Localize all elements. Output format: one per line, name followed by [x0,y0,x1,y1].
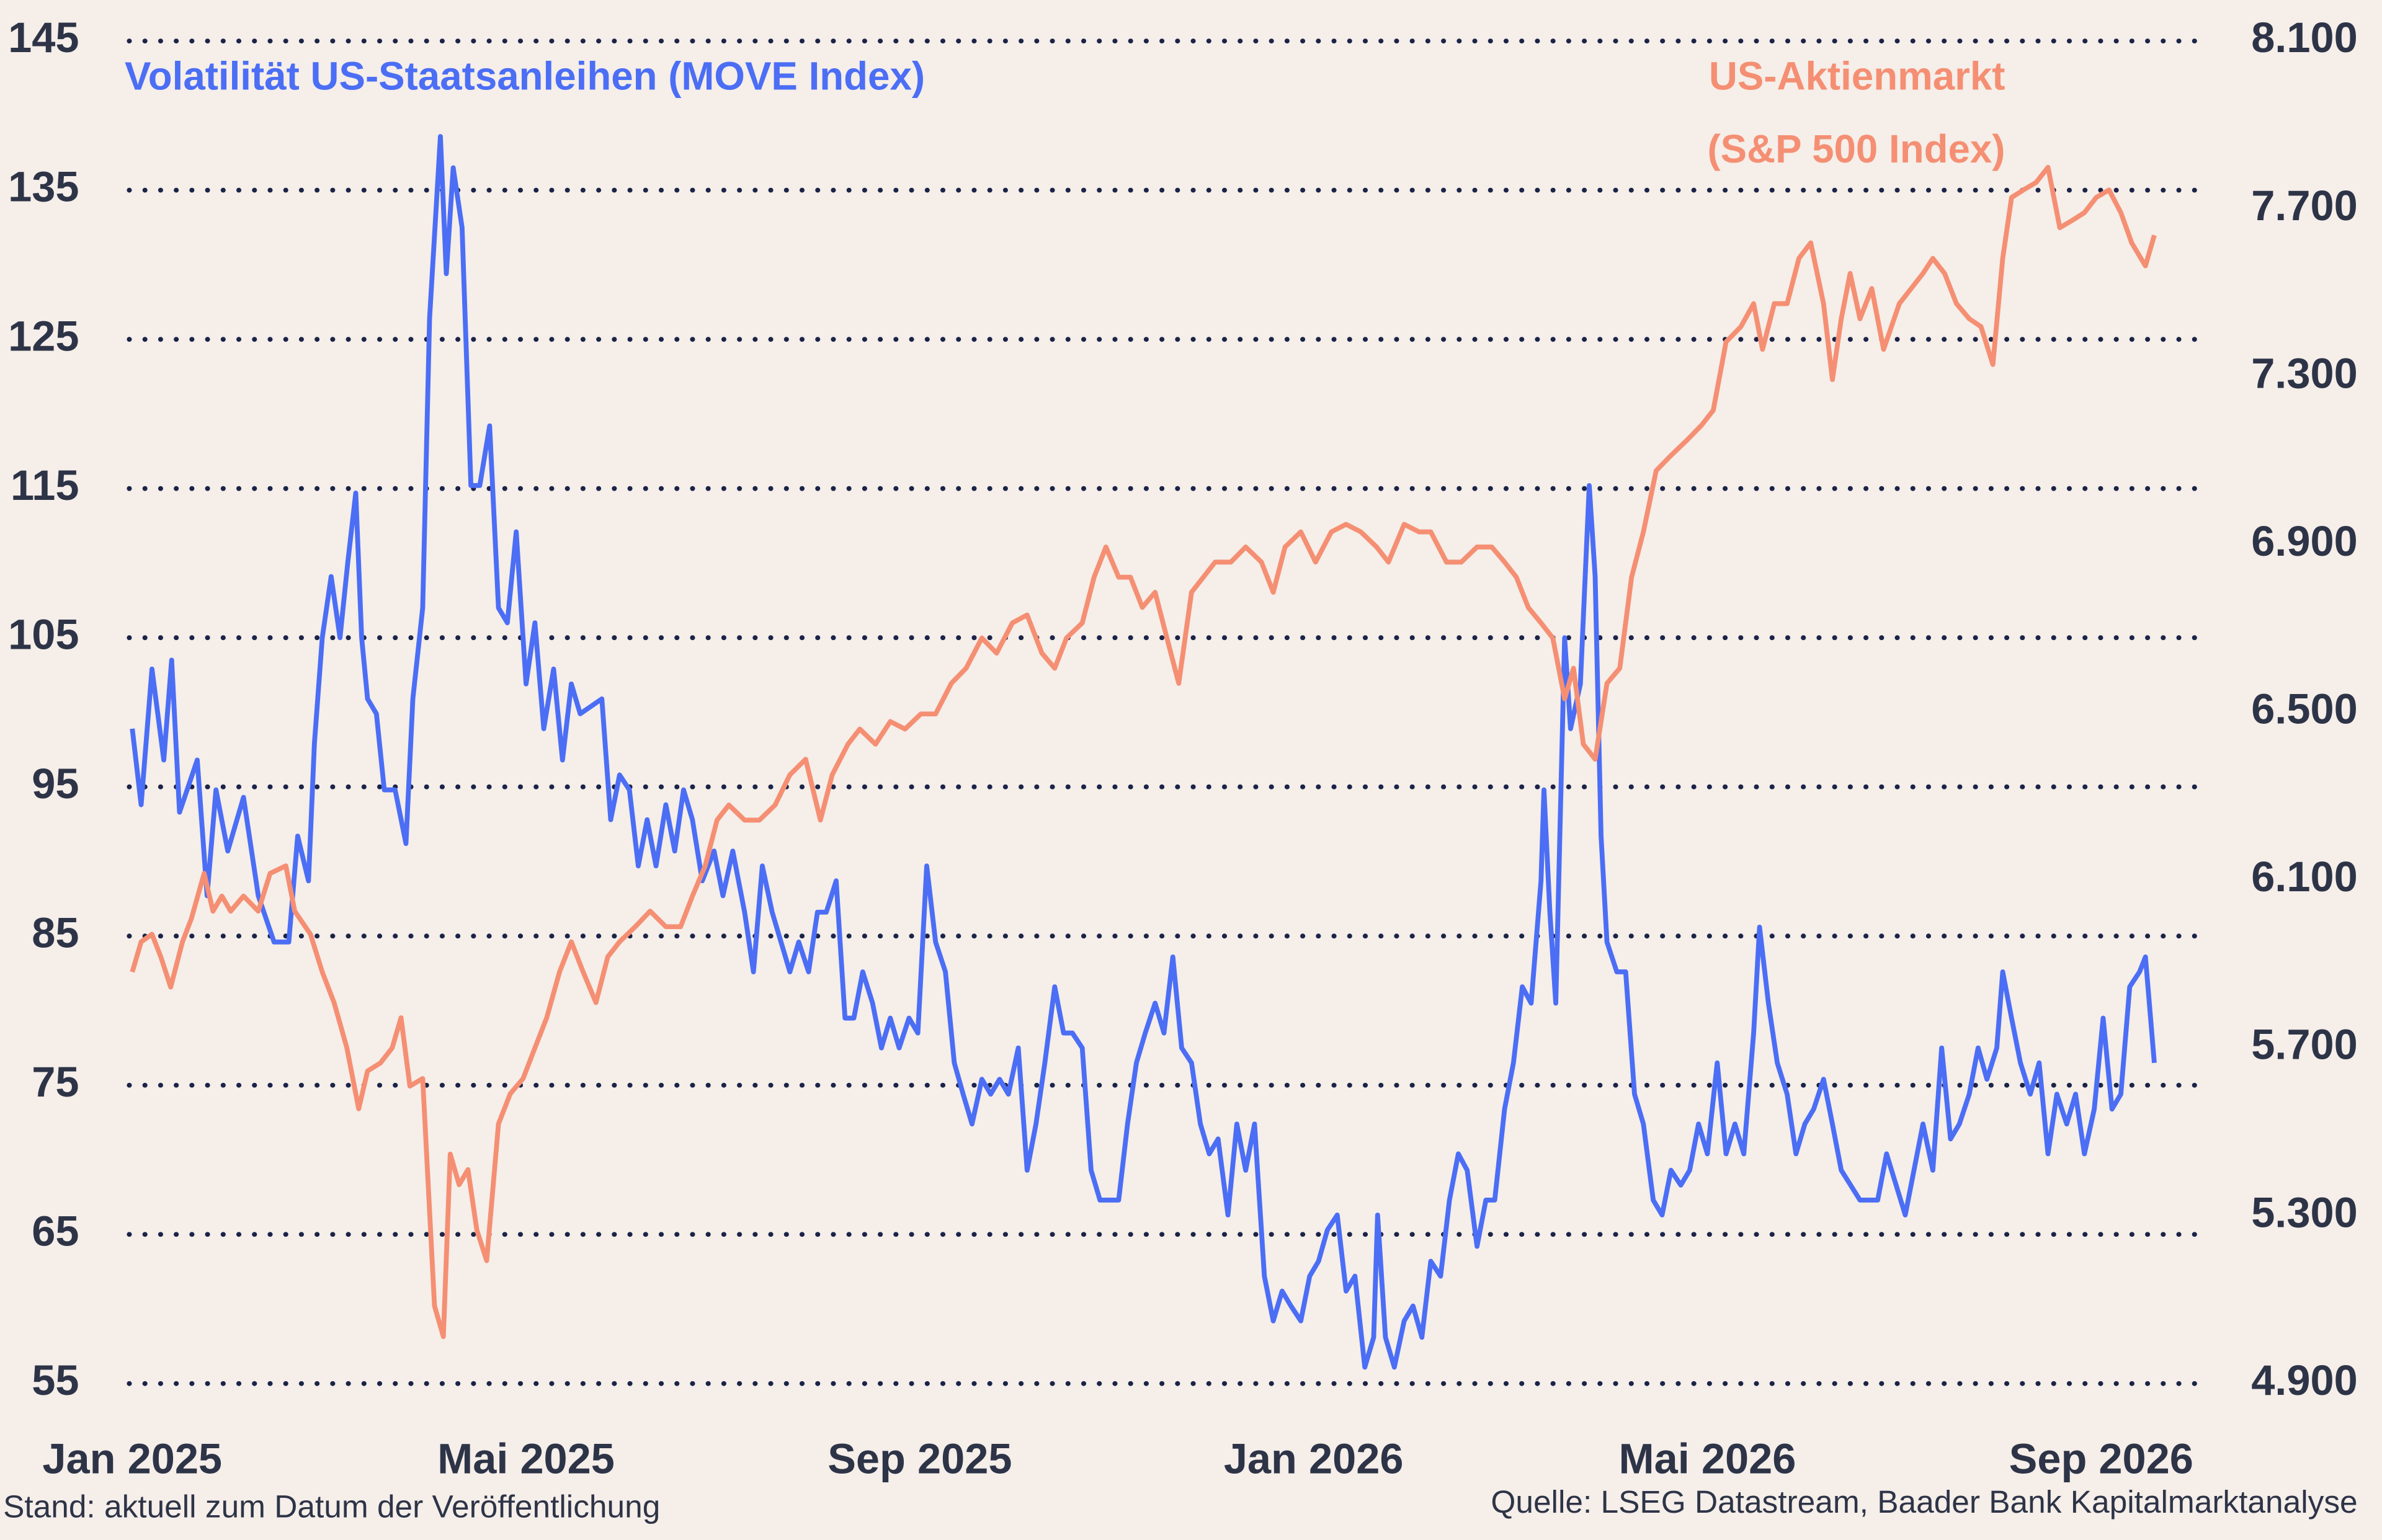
y-tick-label: 85 [32,909,79,956]
note: Stand: aktuell zum Datum der Veröffentli… [3,1488,660,1524]
series-line [130,134,2157,1370]
x-tick-label: Sep 2025 [827,1435,1012,1482]
y2-tick-label: 6.100 [2251,853,2358,901]
y2-tick-label: 6.500 [2251,685,2358,733]
y-tick-label: 95 [32,760,79,808]
y-tick-label: 115 [11,461,79,509]
x-tick-label: Mai 2026 [1619,1435,1796,1482]
y2-tick-label: 5.700 [2251,1021,2358,1069]
y-tick-label: 65 [32,1207,79,1255]
y-tick-label: 55 [32,1356,79,1404]
y2-tick-label: 7.300 [2251,349,2358,397]
legend-label: Volatilität US-Staatsanleihen (MOVE Inde… [125,53,926,99]
x-tick-label: Sep 2026 [2009,1435,2193,1482]
y2-tick-label: 6.900 [2251,517,2358,565]
x-tick-label: Mai 2025 [437,1435,615,1482]
x-tick-label: Jan 2026 [1224,1435,1404,1482]
y2-tick-label: 8.100 [2251,14,2358,61]
legend-item: Volatilität US-Staatsanleihen (MOVE Inde… [125,53,926,99]
legend-item: US-Aktienmarkt (S&P 500 Index) [1707,53,2005,172]
y2-tick-label: 4.900 [2251,1356,2358,1404]
y-tick-label: 135 [8,163,79,211]
x-tick-label: Jan 2025 [42,1435,222,1482]
y2-tick-label: 7.700 [2251,182,2358,229]
y-tick-label: 125 [8,312,79,360]
y-tick-label: 75 [32,1058,79,1106]
legend-label: US-Aktienmarkt (S&P 500 Index) [1707,53,2005,172]
y2-tick-label: 5.300 [2251,1188,2358,1236]
y-tick-label: 105 [8,610,79,658]
source: Quelle: LSEG Datastream, Baader Bank Kap… [1491,1484,2357,1520]
y-tick-label: 145 [8,14,79,61]
series-line [130,164,2157,1339]
